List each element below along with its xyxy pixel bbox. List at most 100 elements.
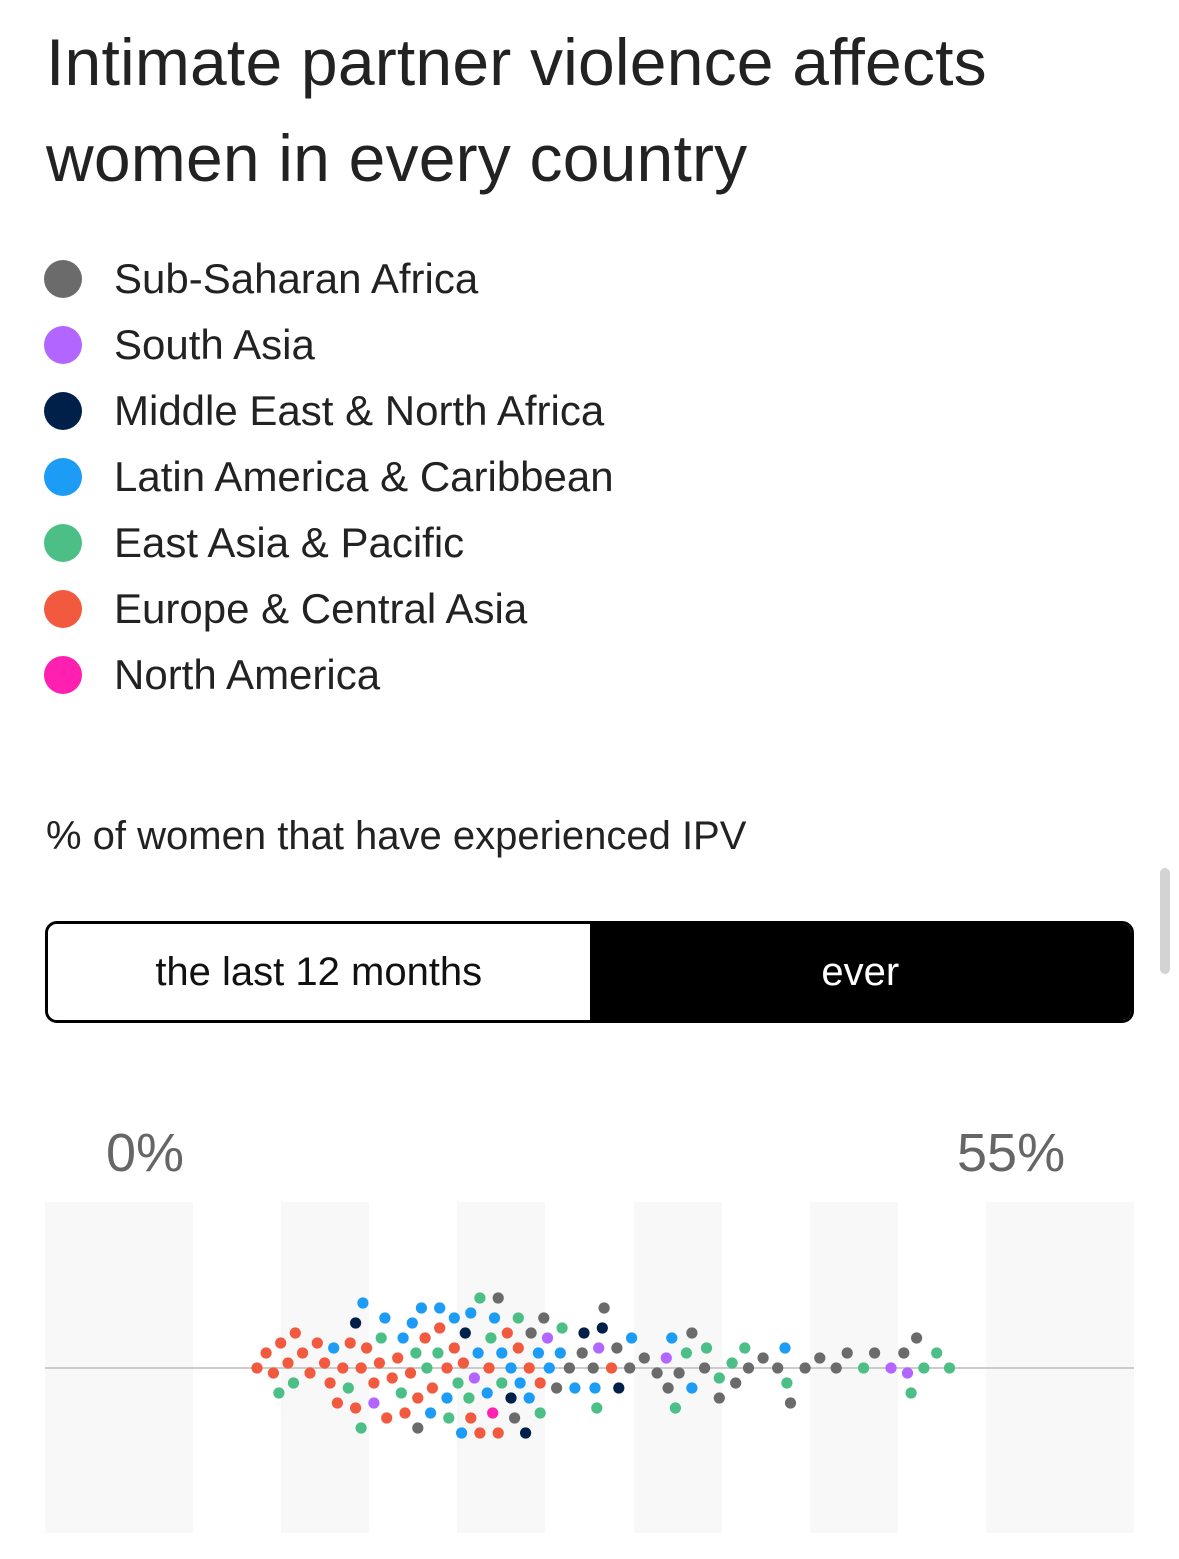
data-point[interactable] (605, 1362, 618, 1374)
data-point[interactable] (505, 1362, 517, 1374)
data-point[interactable] (898, 1347, 910, 1359)
data-point[interactable] (379, 1312, 391, 1324)
data-point[interactable] (273, 1387, 285, 1399)
data-point[interactable] (686, 1327, 698, 1339)
data-point[interactable] (496, 1347, 508, 1359)
data-point[interactable] (686, 1382, 698, 1394)
data-point[interactable] (700, 1342, 713, 1354)
data-point[interactable] (713, 1372, 725, 1384)
data-point[interactable] (543, 1362, 555, 1374)
data-point[interactable] (468, 1372, 480, 1384)
data-point[interactable] (319, 1357, 331, 1369)
data-point[interactable] (596, 1322, 608, 1334)
data-point[interactable] (304, 1367, 316, 1379)
data-point[interactable] (474, 1427, 486, 1439)
data-point[interactable] (569, 1382, 581, 1394)
data-point[interactable] (337, 1362, 349, 1374)
data-point[interactable] (457, 1357, 469, 1369)
data-point[interactable] (587, 1362, 599, 1374)
data-point[interactable] (412, 1422, 424, 1434)
data-point[interactable] (534, 1377, 546, 1389)
data-point[interactable] (260, 1347, 272, 1359)
data-point[interactable] (739, 1342, 751, 1354)
data-point[interactable] (368, 1397, 380, 1409)
data-point[interactable] (525, 1327, 537, 1339)
data-point[interactable] (392, 1352, 404, 1364)
data-point[interactable] (443, 1412, 455, 1424)
data-point[interactable] (512, 1342, 524, 1354)
data-point[interactable] (357, 1297, 369, 1309)
data-point[interactable] (481, 1387, 493, 1399)
data-point[interactable] (669, 1402, 682, 1414)
data-point[interactable] (282, 1357, 294, 1369)
data-point[interactable] (361, 1342, 373, 1354)
data-point[interactable] (472, 1347, 484, 1359)
data-point[interactable] (576, 1347, 588, 1359)
data-point[interactable] (885, 1362, 897, 1374)
data-point[interactable] (448, 1342, 460, 1354)
data-point[interactable] (463, 1392, 475, 1404)
data-point[interactable] (496, 1377, 508, 1389)
data-point[interactable] (355, 1362, 367, 1374)
data-point[interactable] (488, 1312, 501, 1324)
data-point[interactable] (410, 1347, 422, 1359)
data-point[interactable] (505, 1392, 517, 1404)
data-point[interactable] (487, 1407, 499, 1419)
data-point[interactable] (425, 1407, 437, 1419)
data-point[interactable] (485, 1332, 497, 1344)
toggle-ever-button[interactable]: ever (589, 924, 1131, 1020)
data-point[interactable] (556, 1322, 568, 1334)
data-point[interactable] (591, 1402, 603, 1414)
data-point[interactable] (680, 1347, 693, 1359)
data-point[interactable] (538, 1312, 550, 1324)
data-point[interactable] (523, 1392, 535, 1404)
data-point[interactable] (830, 1362, 842, 1374)
data-point[interactable] (328, 1342, 340, 1354)
data-point[interactable] (779, 1342, 791, 1354)
data-point[interactable] (551, 1382, 563, 1394)
data-point[interactable] (814, 1352, 826, 1364)
data-point[interactable] (441, 1392, 453, 1404)
data-point[interactable] (699, 1362, 711, 1374)
data-point[interactable] (432, 1347, 444, 1359)
data-point[interactable] (324, 1377, 336, 1389)
data-point[interactable] (651, 1367, 663, 1379)
data-point[interactable] (666, 1332, 678, 1344)
data-point[interactable] (532, 1347, 544, 1359)
data-point[interactable] (342, 1382, 354, 1394)
data-point[interactable] (520, 1427, 532, 1439)
data-point[interactable] (673, 1367, 685, 1379)
data-point[interactable] (456, 1427, 468, 1439)
data-point[interactable] (578, 1327, 590, 1339)
data-point[interactable] (441, 1362, 453, 1374)
data-point[interactable] (395, 1387, 407, 1399)
data-point[interactable] (613, 1382, 625, 1394)
data-point[interactable] (412, 1392, 424, 1404)
data-point[interactable] (541, 1332, 554, 1344)
data-point[interactable] (426, 1382, 438, 1394)
data-point[interactable] (554, 1347, 566, 1359)
data-point[interactable] (841, 1347, 853, 1359)
data-point[interactable] (905, 1387, 917, 1399)
data-point[interactable] (869, 1347, 881, 1359)
data-point[interactable] (404, 1367, 417, 1379)
data-point[interactable] (781, 1377, 793, 1389)
data-point[interactable] (373, 1357, 385, 1369)
scrollbar[interactable] (1160, 868, 1170, 974)
data-point[interactable] (434, 1322, 446, 1334)
data-point[interactable] (563, 1362, 576, 1374)
data-point[interactable] (434, 1302, 446, 1314)
data-point[interactable] (406, 1317, 418, 1329)
data-point[interactable] (275, 1337, 287, 1349)
data-point[interactable] (448, 1312, 460, 1324)
data-point[interactable] (415, 1302, 427, 1314)
data-point[interactable] (289, 1327, 301, 1339)
data-point[interactable] (381, 1412, 393, 1424)
data-point[interactable] (662, 1382, 674, 1394)
data-point[interactable] (784, 1397, 797, 1409)
data-point[interactable] (465, 1307, 477, 1319)
data-point[interactable] (523, 1362, 535, 1374)
data-point[interactable] (726, 1357, 738, 1369)
data-point[interactable] (918, 1362, 930, 1374)
data-point[interactable] (589, 1382, 601, 1394)
